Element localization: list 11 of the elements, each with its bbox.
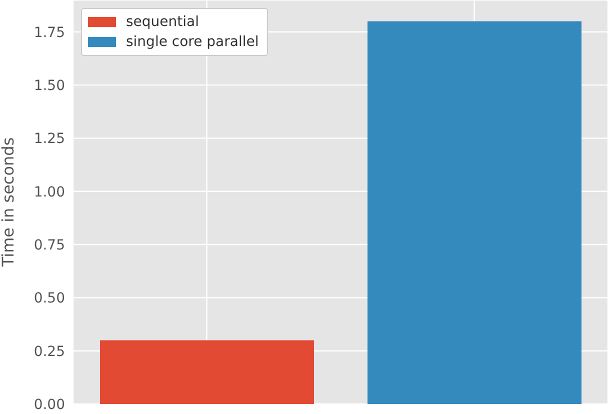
y-tick-label: 1.00 (34, 184, 65, 200)
y-tick-label: 0.75 (34, 237, 65, 254)
y-tick-label: 0.25 (34, 344, 65, 360)
y-tick-label: 0.50 (34, 290, 65, 307)
y-tick-label: 1.75 (34, 24, 65, 41)
legend-label: single core parallel (126, 33, 259, 52)
legend-label: sequential (126, 13, 200, 32)
y-axis-title: Time in seconds (0, 137, 18, 268)
y-tick-label: 1.50 (34, 78, 65, 94)
y-tick-label: 1.25 (34, 131, 65, 148)
y-tick-label: 0.00 (34, 396, 65, 413)
